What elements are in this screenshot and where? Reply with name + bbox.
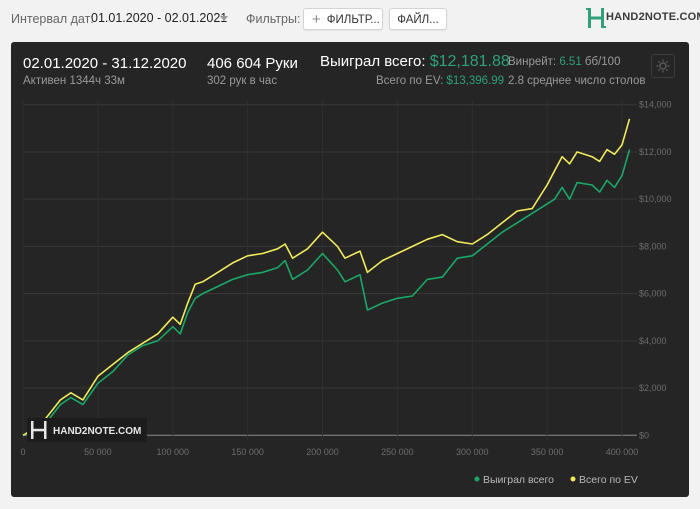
watermark-logo-icon bbox=[31, 421, 47, 439]
x-tick-label: 200 000 bbox=[306, 447, 339, 457]
watermark-text: HAND2NOTE.COM bbox=[53, 426, 141, 437]
y-tick-label: $14,000 bbox=[639, 100, 672, 110]
y-tick-label: $10,000 bbox=[639, 194, 672, 204]
x-tick-label: 350 000 bbox=[531, 447, 564, 457]
average-tables: 2.8 среднее число столов bbox=[508, 75, 646, 87]
logo-text: HAND2NOTE.COM bbox=[606, 11, 700, 23]
hands-per-hour: 302 рук в час bbox=[207, 75, 278, 87]
winrate: Винрейт: 6.51 бб/100 bbox=[508, 56, 620, 68]
filter-button[interactable]: + ФИЛЬТР... bbox=[303, 8, 383, 30]
plus-icon: + bbox=[312, 11, 321, 28]
legend-dot-won bbox=[474, 476, 480, 482]
settings-button[interactable] bbox=[651, 54, 675, 78]
filters-label: Фильтры: bbox=[246, 12, 301, 26]
y-tick-label: $4,000 bbox=[639, 336, 667, 346]
x-tick-label: 300 000 bbox=[456, 447, 489, 457]
legend-dot-ev bbox=[570, 476, 576, 482]
y-tick-label: $8,000 bbox=[639, 241, 667, 251]
gear-icon bbox=[656, 59, 670, 73]
ev-label: Всего по EV: bbox=[376, 75, 444, 87]
y-tick-label: $12,000 bbox=[639, 147, 672, 157]
watermark-background bbox=[27, 418, 147, 442]
date-interval-label: Интервал дат: bbox=[11, 12, 94, 26]
series-lines bbox=[22, 118, 631, 437]
filter-button-label: ФИЛЬТР... bbox=[326, 14, 380, 26]
series-line-1 bbox=[22, 118, 631, 436]
won-label: Выиграл всего: bbox=[320, 53, 426, 70]
x-tick-label: 0 bbox=[20, 447, 25, 457]
legend: Выиграл всего Всего по EV bbox=[474, 474, 638, 486]
hands-count: 406 604 Руки bbox=[207, 55, 298, 72]
legend-label-won: Выиграл всего bbox=[483, 474, 554, 486]
winrate-label: Винрейт: bbox=[508, 56, 557, 68]
won-value: $12,181.88 bbox=[429, 53, 510, 70]
date-interval-select[interactable]: 01.01.2020 - 02.01.2021 bbox=[91, 11, 228, 25]
period-value: 02.01.2020 - 31.12.2020 bbox=[23, 55, 187, 72]
grid-lines bbox=[22, 100, 637, 440]
hand2note-logo-icon bbox=[586, 8, 606, 28]
winrate-unit: бб/100 bbox=[584, 56, 621, 68]
legend-label-ev: Всего по EV bbox=[579, 474, 638, 486]
y-tick-label: $0 bbox=[639, 430, 649, 440]
series-line-0 bbox=[22, 149, 631, 437]
watermark: HAND2NOTE.COM bbox=[27, 418, 147, 442]
active-time: Активен 1344ч 33м bbox=[23, 75, 125, 87]
won-total: Выиграл всего: $12,181.88 bbox=[320, 53, 510, 71]
profit-chart: $0 $2,000 $4,000 $6,000 $8,000 $10,000 $12,000… bbox=[20, 100, 672, 486]
x-tick-label: 250 000 bbox=[381, 447, 414, 457]
winrate-value: 6.51 bbox=[559, 56, 582, 68]
x-tick-label: 50 000 bbox=[84, 447, 112, 457]
ev-value: $13,396.99 bbox=[446, 75, 505, 87]
stats-panel: 02.01.2020 - 31.12.2020 Активен 1344ч 33… bbox=[11, 42, 689, 497]
chevron-down-icon[interactable] bbox=[220, 16, 228, 21]
top-toolbar: Интервал дат: 01.01.2020 - 02.01.2021 Фи… bbox=[0, 0, 700, 40]
files-button[interactable]: ФАЙЛ... bbox=[389, 8, 447, 30]
y-tick-label: $2,000 bbox=[639, 383, 667, 393]
y-tick-label: $6,000 bbox=[639, 289, 667, 299]
x-tick-label: 400 000 bbox=[606, 447, 639, 457]
x-axis: 0 50 000 100 000 150 000 200 000 250 000 300 0… bbox=[20, 447, 638, 457]
x-tick-label: 150 000 bbox=[231, 447, 264, 457]
x-tick-label: 100 000 bbox=[156, 447, 189, 457]
ev-total: Всего по EV: $13,396.99 bbox=[376, 75, 504, 87]
y-axis: $0 $2,000 $4,000 $6,000 $8,000 $10,000 $12,000… bbox=[639, 100, 672, 441]
